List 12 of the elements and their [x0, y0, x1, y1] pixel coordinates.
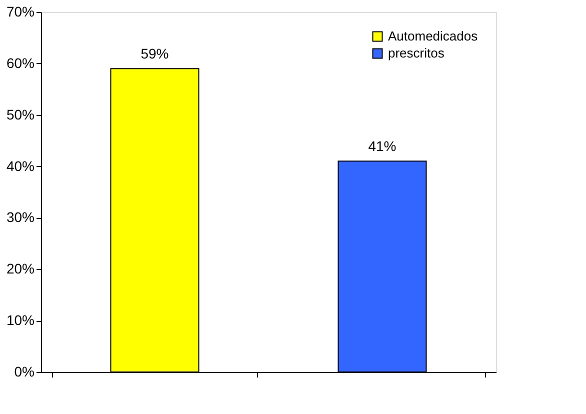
data-label: 59%: [140, 46, 169, 62]
y-tick-label: 40%: [6, 158, 34, 174]
data-label: 41%: [368, 138, 396, 154]
y-tick-label: 10%: [6, 312, 34, 328]
legend-label: Automedicados: [388, 28, 478, 44]
y-tick-label: 70%: [6, 4, 34, 20]
y-tick-label: 60%: [6, 54, 34, 71]
y-tick-label: 20%: [6, 260, 34, 277]
y-tick-label: 0%: [14, 364, 34, 380]
legend-label: prescritos: [388, 46, 445, 60]
y-tick-label: 50%: [6, 106, 34, 122]
y-tick-label: 30%: [6, 209, 34, 226]
